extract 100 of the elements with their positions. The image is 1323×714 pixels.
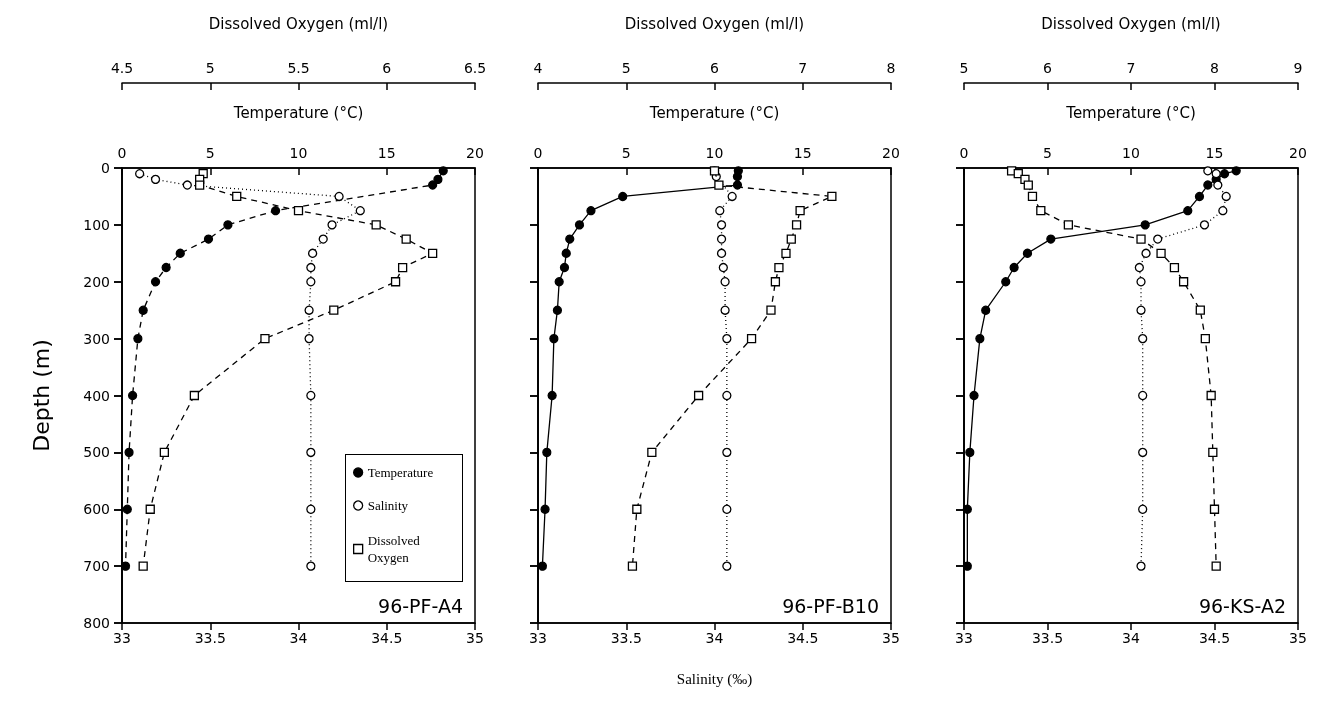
point	[1063, 220, 1074, 230]
x2-tick-label: 5	[621, 145, 631, 161]
point	[371, 220, 381, 230]
point	[427, 248, 438, 258]
x-tick-label: 5	[621, 60, 631, 76]
x-tick-label: 8	[1210, 60, 1219, 76]
x-tick-label: 33.5	[194, 630, 226, 646]
x2-tick-label: 15	[377, 145, 396, 161]
point	[1153, 234, 1163, 244]
x-tick-label: 35	[1289, 630, 1307, 646]
x-tick-label: 33.5	[610, 630, 642, 646]
point	[714, 180, 724, 190]
x2-tick-label: 10	[1122, 145, 1140, 161]
point	[718, 262, 728, 273]
x-tick-label: 6	[382, 60, 392, 76]
point	[715, 206, 725, 216]
point	[1036, 206, 1046, 216]
x-tick-label: 5	[205, 60, 215, 76]
point	[781, 248, 791, 258]
point	[318, 234, 328, 244]
x-tick-label: 34.5	[787, 630, 819, 646]
annotation: 96-PF-B10	[782, 594, 879, 617]
point	[774, 262, 784, 273]
x-tick-label: 34.5	[1198, 630, 1231, 646]
point	[195, 180, 205, 190]
annotation: 96-KS-A2	[1198, 594, 1286, 617]
point	[1138, 447, 1148, 458]
x-tick-label: 34	[289, 630, 308, 646]
point	[1156, 248, 1166, 258]
x-axis-title: Dissolved Oxygen (ml/l)	[624, 14, 805, 33]
x2-axis-title: Temperature (°C)	[1065, 103, 1196, 122]
x-tick-label: 33	[955, 630, 973, 646]
point	[306, 277, 316, 287]
point	[766, 305, 776, 315]
point	[716, 248, 727, 258]
x-tick-label: 7	[798, 60, 808, 76]
point	[293, 206, 304, 216]
x2-tick-label: 20	[1289, 145, 1307, 161]
point	[716, 220, 727, 230]
point	[304, 305, 314, 315]
point	[159, 447, 170, 458]
x2-tick-label: 0	[117, 145, 127, 161]
point	[1169, 262, 1180, 273]
point	[307, 248, 318, 258]
x-tick-label: 34	[705, 630, 724, 646]
point	[189, 390, 200, 401]
point	[1138, 333, 1148, 344]
x2-tick-label: 10	[705, 145, 724, 161]
x-tick-label: 4	[533, 60, 543, 76]
point	[727, 191, 737, 202]
legend-label: Dissolved Oxygen	[367, 533, 423, 565]
x-tick-label: 34.5	[371, 630, 403, 646]
x2-axis-title: Temperature (°C)	[648, 103, 780, 122]
point	[306, 561, 316, 571]
point	[1136, 234, 1146, 244]
point	[1136, 277, 1146, 287]
point	[1206, 390, 1216, 401]
point	[390, 277, 401, 287]
point	[1023, 180, 1033, 190]
point	[827, 191, 837, 202]
point	[1209, 504, 1220, 514]
x2-tick-label: 15	[1205, 145, 1224, 161]
point	[232, 191, 242, 202]
point	[329, 305, 339, 315]
x2-tick-label: 5	[1043, 145, 1052, 161]
y-tick-label: 500	[83, 444, 110, 461]
x-tick-label: 5	[959, 60, 969, 76]
point	[1136, 305, 1146, 315]
x2-tick-label: 20	[882, 145, 900, 161]
point	[1208, 447, 1218, 458]
point	[1211, 561, 1221, 571]
x-tick-label: 6.5	[463, 60, 487, 76]
point	[1211, 169, 1221, 179]
point	[791, 220, 802, 230]
point	[1200, 333, 1210, 344]
point	[720, 305, 730, 315]
point	[722, 333, 732, 344]
x2-tick-label: 0	[959, 145, 969, 161]
x-tick-label: 35	[466, 630, 484, 646]
annotation: 96-PF-A4	[378, 594, 464, 617]
point	[1203, 166, 1213, 176]
point	[355, 206, 365, 216]
x-tick-label: 33	[113, 630, 131, 646]
point	[1218, 206, 1228, 216]
point	[722, 447, 732, 458]
point	[1199, 220, 1210, 230]
point	[334, 191, 344, 202]
x-tick-label: 34	[1122, 630, 1140, 646]
x-tick-label: 9	[1293, 60, 1303, 76]
point	[306, 504, 316, 514]
point	[1136, 561, 1146, 571]
x2-tick-label: 0	[533, 145, 543, 161]
point	[304, 333, 314, 344]
x-tick-label: 4.5	[110, 60, 134, 76]
x-tick-label: 5.5	[287, 60, 310, 76]
x-axis-title: Salinity (‰)	[676, 670, 753, 688]
y-tick-label: 100	[83, 216, 110, 233]
point	[327, 220, 337, 230]
y-tick-label: 600	[83, 501, 110, 518]
x2-tick-label: 20	[466, 145, 484, 161]
